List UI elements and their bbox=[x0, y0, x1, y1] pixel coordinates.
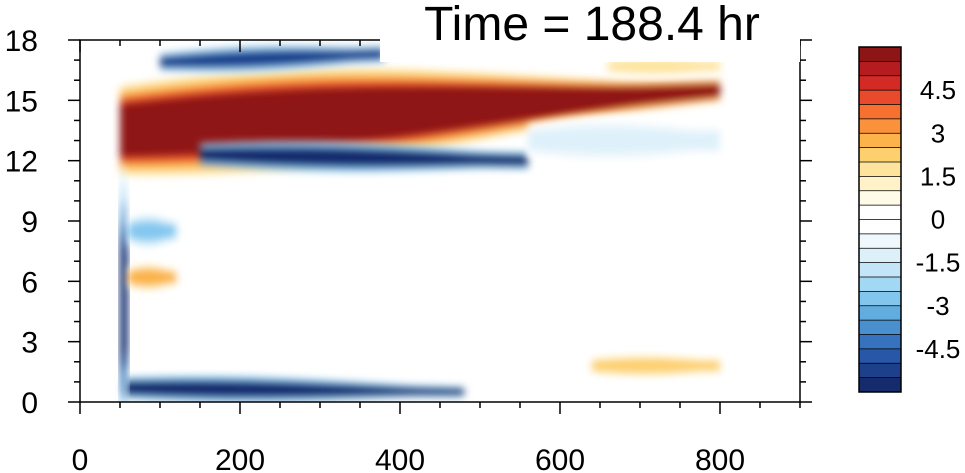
x-tick-label: 0 bbox=[72, 444, 89, 473]
colorbar-label: 0 bbox=[931, 205, 945, 235]
colorbar-swatch bbox=[859, 47, 901, 62]
colorbar-label: 4.5 bbox=[920, 75, 956, 105]
colorbar-label: 1.5 bbox=[920, 161, 956, 191]
field-feature bbox=[128, 263, 176, 292]
colorbar-swatch bbox=[859, 147, 901, 163]
field-feature bbox=[124, 375, 464, 402]
colorbar-swatch bbox=[859, 133, 901, 148]
plot-area: 0 200 400 600 800 0 3 6 9 12 15 18 bbox=[5, 25, 812, 473]
colorbar: 4.5 3 1.5 0 -1.5 -3 -4.5 bbox=[858, 46, 961, 393]
y-tick-label: 15 bbox=[5, 85, 38, 118]
colorbar-swatch bbox=[859, 75, 901, 91]
y-tick-label: 9 bbox=[21, 206, 38, 239]
x-tick-label: 600 bbox=[535, 444, 585, 473]
colorbar-swatch bbox=[859, 305, 901, 321]
title-background bbox=[380, 0, 800, 62]
field-feature bbox=[528, 115, 720, 166]
colorbar-swatch bbox=[859, 118, 901, 134]
colorbar-swatch bbox=[859, 219, 901, 235]
field-contour bbox=[120, 231, 128, 372]
x-axis: 0 200 400 600 800 bbox=[72, 40, 801, 473]
field-feature bbox=[120, 163, 128, 402]
colorbar-swatch bbox=[859, 233, 901, 249]
colorbar-swatch bbox=[859, 320, 901, 335]
colorbar-swatch bbox=[859, 162, 901, 177]
field-feature bbox=[128, 214, 176, 248]
field-contour bbox=[160, 49, 384, 67]
colorbar-label: -1.5 bbox=[916, 248, 961, 278]
y-tick-label: 6 bbox=[21, 266, 38, 299]
field-feature bbox=[200, 141, 528, 173]
field-contour bbox=[124, 381, 464, 397]
colorbar-label: -3 bbox=[926, 291, 949, 321]
colorbar-swatch bbox=[859, 377, 901, 393]
field-contour bbox=[128, 222, 176, 240]
colorbar-swatch bbox=[859, 262, 901, 278]
field-contour bbox=[128, 270, 176, 285]
x-tick-label: 400 bbox=[375, 444, 425, 473]
field-contour bbox=[120, 84, 720, 154]
y-tick-label: 0 bbox=[21, 387, 38, 420]
colorbar-swatch bbox=[859, 277, 901, 292]
colorbar-swatch bbox=[859, 363, 901, 378]
field-contour bbox=[592, 360, 720, 372]
field-contour bbox=[200, 148, 528, 166]
colorbar-label: 3 bbox=[931, 118, 945, 148]
y-tick-label: 18 bbox=[5, 25, 38, 58]
colorbar-swatch bbox=[859, 176, 901, 192]
colorbar-label: -4.5 bbox=[916, 334, 961, 364]
colorbar-swatch bbox=[859, 61, 901, 77]
y-axis: 0 3 6 9 12 15 18 bbox=[5, 25, 812, 420]
y-tick-label: 12 bbox=[5, 146, 38, 179]
field-contour bbox=[608, 60, 720, 72]
field-feature bbox=[160, 44, 384, 74]
colorbar-frame bbox=[858, 46, 902, 393]
colorbar-swatch bbox=[859, 348, 901, 364]
colorbar-swatch bbox=[859, 90, 901, 105]
colorbar-swatch bbox=[859, 190, 901, 206]
field-feature bbox=[592, 354, 720, 377]
y-tick-label: 3 bbox=[21, 327, 38, 360]
colorbar-swatch bbox=[859, 291, 901, 307]
colorbar-swatch bbox=[859, 104, 901, 120]
chart-title: Time = 188.4 hr bbox=[424, 0, 760, 51]
colorbar-swatch bbox=[859, 248, 901, 263]
x-tick-label: 800 bbox=[695, 444, 745, 473]
field-layer bbox=[120, 44, 720, 402]
field-contour bbox=[528, 127, 720, 154]
colorbar-swatch bbox=[859, 334, 901, 350]
colorbar-swatch bbox=[859, 205, 901, 220]
x-tick-label: 200 bbox=[215, 444, 265, 473]
